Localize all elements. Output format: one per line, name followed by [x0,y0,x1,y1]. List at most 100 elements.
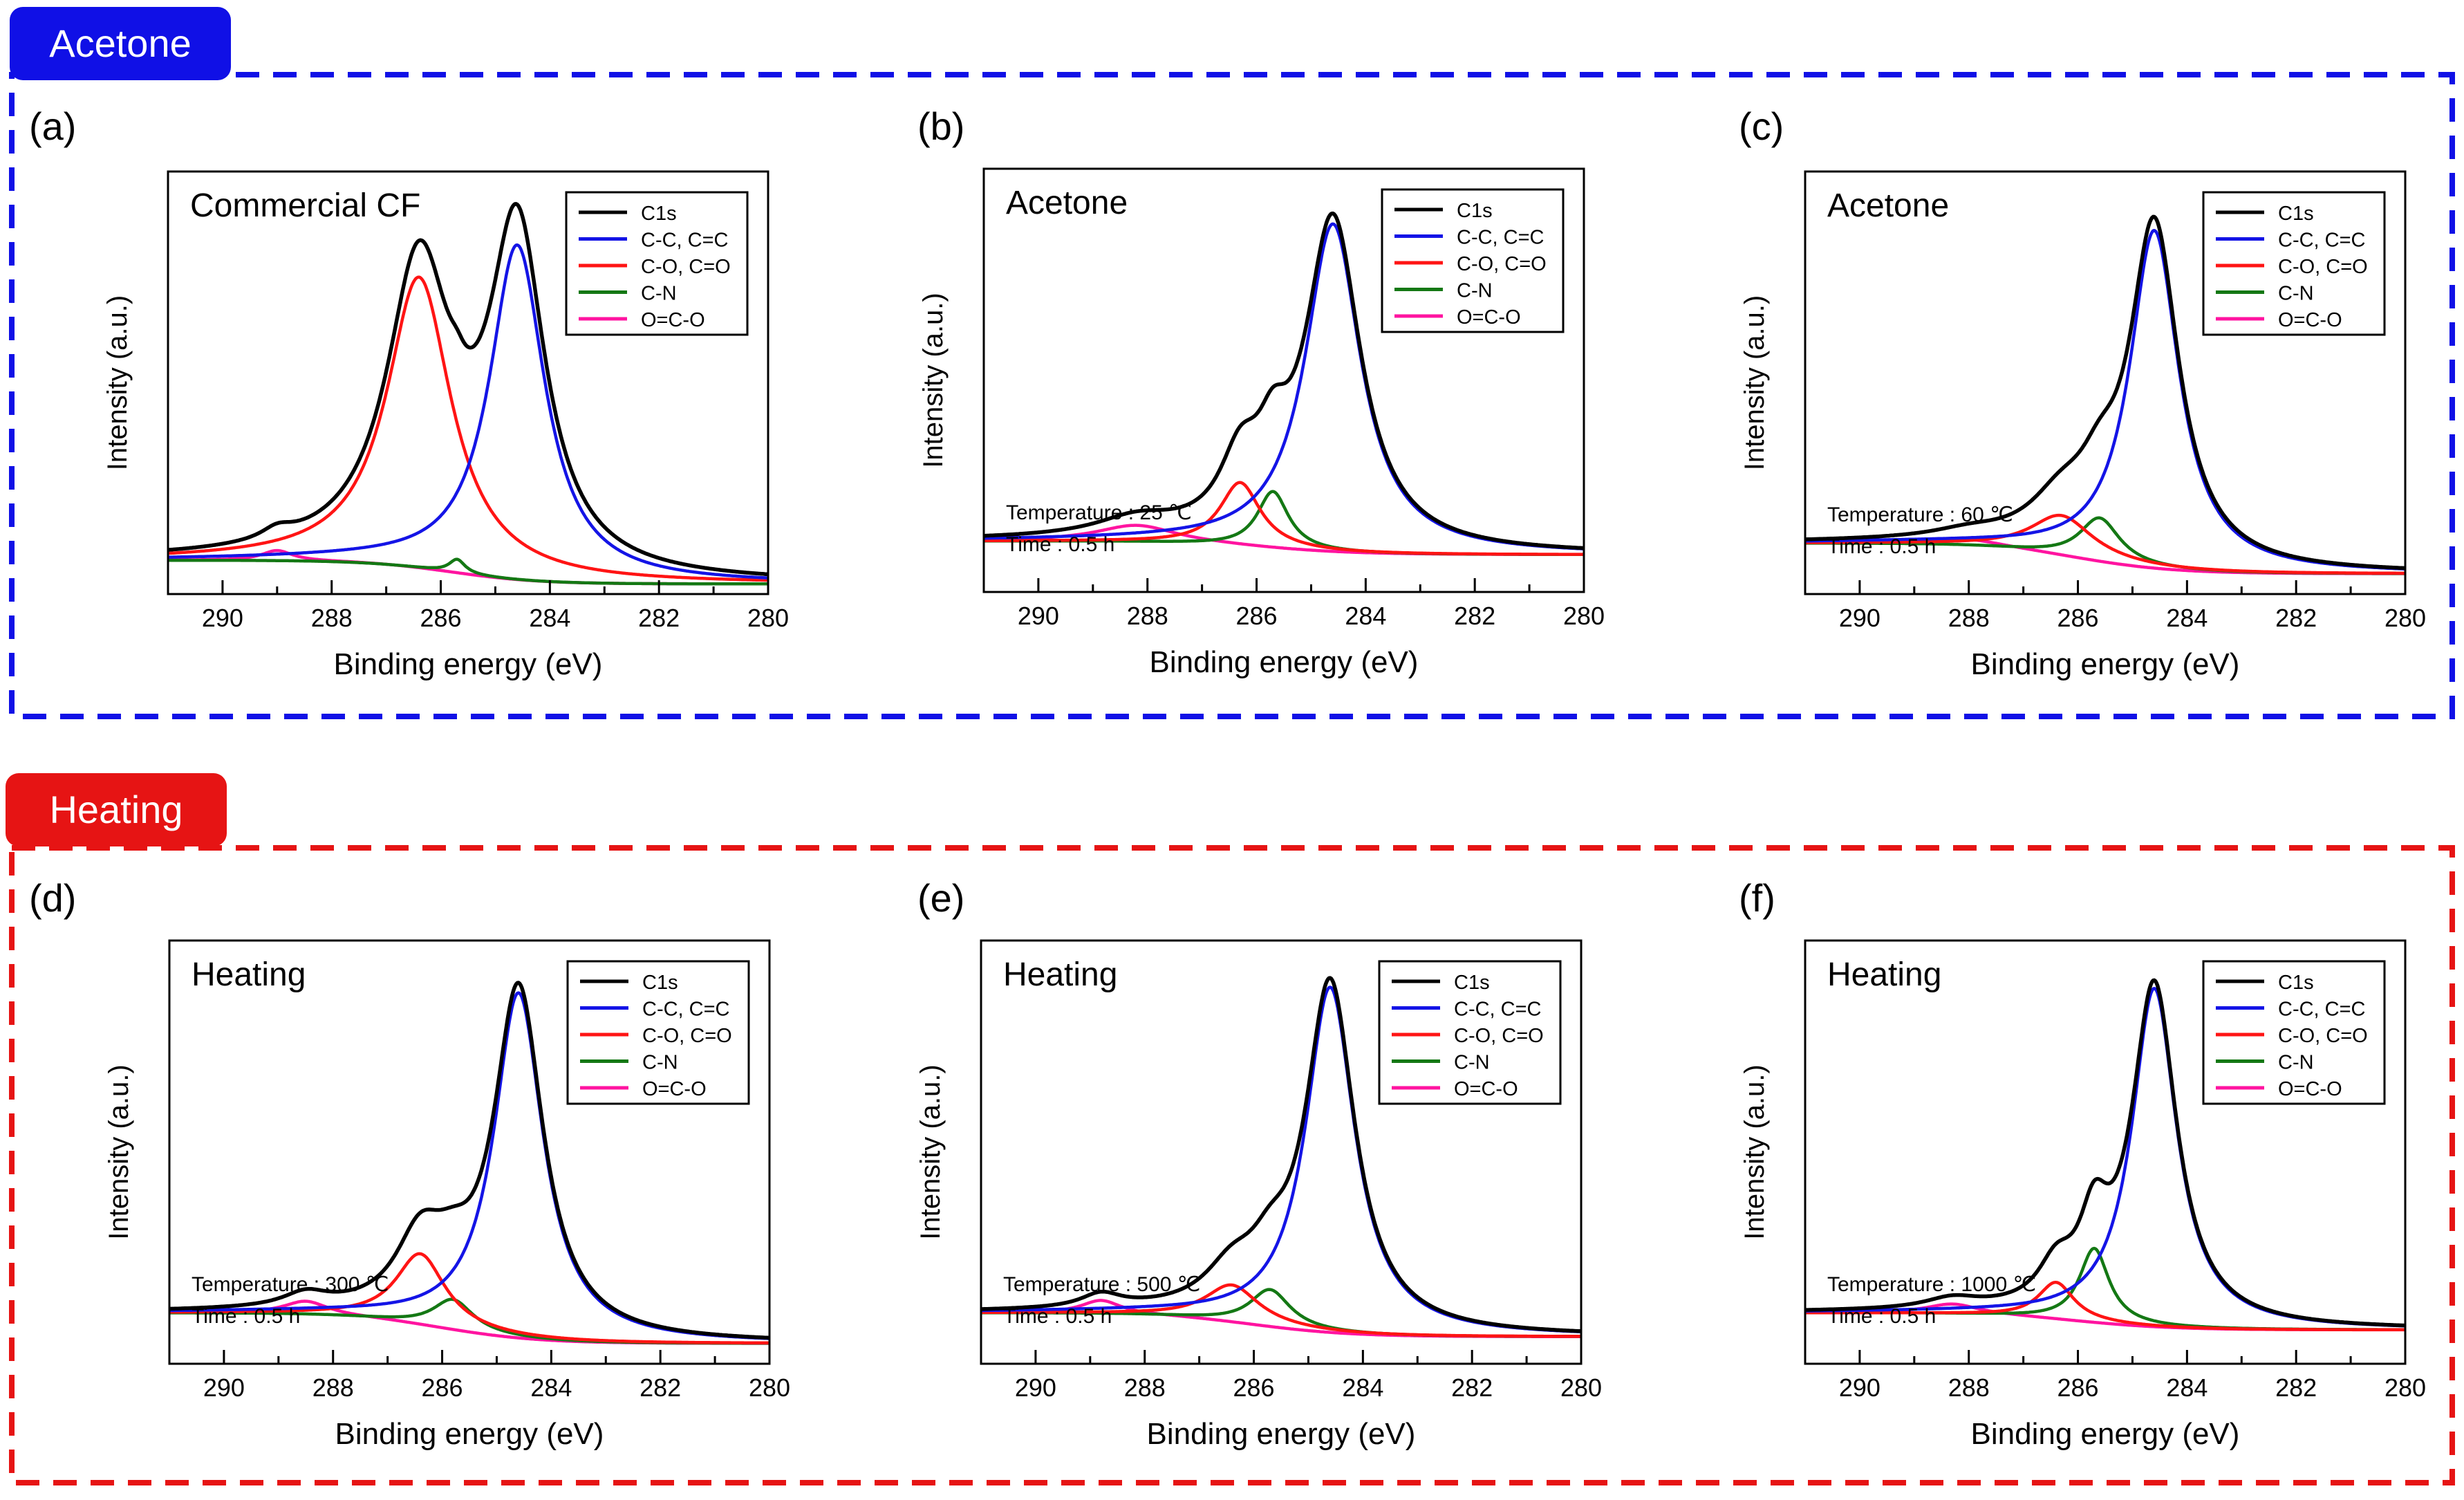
y-axis-label: Intensity (a.u.) [915,1064,946,1239]
curves [169,981,769,1345]
x-tick-label: 280 [2384,604,2426,632]
curves [984,211,1584,557]
curves [168,202,768,586]
y-axis-label: Intensity (a.u.) [1739,1064,1770,1239]
panels-layer: (a) 290 288 286 284 282 280 Binding energy (eV)… [29,104,2426,1451]
legend-label: C-O, C=O [642,1025,732,1047]
annotation: Temperature : 300 ℃ [192,1273,389,1296]
legend-label: C-C, C=C [2278,230,2365,252]
series-c-c-c-c [168,243,768,580]
series-c-o-c-o [1805,513,2405,575]
panel-letter: (b) [917,104,964,148]
x-tick-label: 284 [530,1373,572,1402]
series-c-o-c-o [981,1283,1581,1338]
group-box-acetone [9,72,2455,719]
plot-title: Heating [1827,956,1941,993]
x-tick-label: 280 [1563,602,1605,630]
legend-label: C-O, C=O [1457,253,1547,275]
group-tab-acetone [10,7,231,80]
x-tick-label: 280 [2384,1373,2426,1402]
plot-title: Commercial CF [190,187,420,224]
plot-frame [1804,170,2407,595]
group-box-heating [9,845,2455,1485]
series-c1s [1805,978,2405,1328]
group-tab-label-heating: Heating [49,788,183,831]
series-c1s [169,981,769,1340]
panel-b: (b) 290 288 286 284 282 280 Binding energy (eV)… [917,104,1605,679]
x-tick-label: 288 [1124,1373,1166,1402]
x-tick-label: 290 [1839,604,1880,632]
panel-letter: (e) [917,876,964,920]
x-tick-label: 280 [747,604,789,632]
legend-box [1378,960,1562,1105]
legend-label: C1s [1454,972,1490,994]
series-c-o-c-o [984,481,1584,556]
plot-frame [980,939,1583,1365]
groups-layer: Acetone Heating [6,7,2455,1485]
legend-label: O=C-O [641,309,705,331]
plot-frame [982,167,1585,593]
annotation: Time : 0.5 h [1006,533,1114,556]
annotation: Time : 0.5 h [1827,535,1936,558]
legend-label: O=C-O [2278,1078,2342,1100]
annotation: Temperature : 500 ℃ [1003,1273,1201,1296]
series-c1s [981,976,1581,1333]
legend-label: C1s [641,203,677,225]
legend-label: C1s [642,972,678,994]
panel-a: (a) 290 288 286 284 282 280 Binding energy (eV)… [29,104,789,681]
legend-label: C-N [642,1052,678,1074]
legend-label: C-N [1457,280,1493,302]
panel-letter: (d) [29,876,76,920]
x-tick-label: 284 [2166,1373,2208,1402]
plot-title: Acetone [1006,185,1128,221]
x-tick-label: 286 [2057,604,2099,632]
legend-box [566,960,750,1105]
x-tick-label: 282 [640,1373,681,1402]
legend-label: C-O, C=O [2278,256,2368,278]
annotation: Temperature : 60 ℃ [1827,503,2013,526]
x-tick-label: 282 [2275,1373,2317,1402]
group-tab-heating [6,773,227,846]
x-tick-label: 288 [1948,1373,1990,1402]
legend-label: C-C, C=C [1454,999,1541,1021]
series-c-o-c-o [168,275,768,582]
x-tick-label: 284 [1345,602,1386,630]
plot-title: Heating [1003,956,1117,993]
plot-title: Heating [192,956,306,993]
x-tick-label: 290 [1015,1373,1056,1402]
panel-d: (d) 290 288 286 284 282 280 Binding energy (eV)… [29,876,790,1451]
x-tick-label: 288 [311,604,353,632]
plot-frame [1804,939,2407,1365]
series-c1s [168,202,768,577]
x-tick-label: 284 [1342,1373,1383,1402]
legend-label: C1s [2278,203,2314,225]
panel-f: (f) 290 288 286 284 282 280 Binding energy (eV)… [1739,876,2426,1451]
x-axis-label: Binding energy (eV) [1150,645,1419,679]
panel-e: (e) 290 288 286 284 282 280 Binding energy (eV)… [915,876,1602,1451]
legend-label: C-C, C=C [1457,227,1544,249]
legend-label: C-O, C=O [2278,1025,2368,1047]
x-tick-label: 282 [1454,602,1495,630]
y-axis-label: Intensity (a.u.) [102,295,133,470]
annotation: Temperature : 1000 ℃ [1827,1273,2036,1296]
x-tick-label: 284 [2166,604,2208,632]
panel-letter: (c) [1739,104,1784,148]
legend-box [2202,960,2386,1105]
panel-letter: (f) [1739,876,1775,920]
x-tick-label: 280 [1560,1373,1602,1402]
legend-label: C-O, C=O [1454,1025,1544,1047]
y-axis-label: Intensity (a.u.) [1739,295,1770,470]
x-tick-label: 286 [1236,602,1278,630]
x-tick-label: 280 [749,1373,790,1402]
legend-label: C-O, C=O [641,256,731,278]
x-tick-label: 286 [422,1373,463,1402]
annotation: Time : 0.5 h [1827,1305,1936,1328]
legend-label: C-N [1454,1052,1490,1074]
legend-label: C-C, C=C [2278,999,2365,1021]
x-tick-label: 282 [638,604,680,632]
x-tick-label: 288 [312,1373,354,1402]
x-tick-label: 288 [1948,604,1990,632]
annotation: Time : 0.5 h [192,1305,300,1328]
group-tab-label-acetone: Acetone [49,21,192,65]
legend-label: C-N [641,283,677,305]
